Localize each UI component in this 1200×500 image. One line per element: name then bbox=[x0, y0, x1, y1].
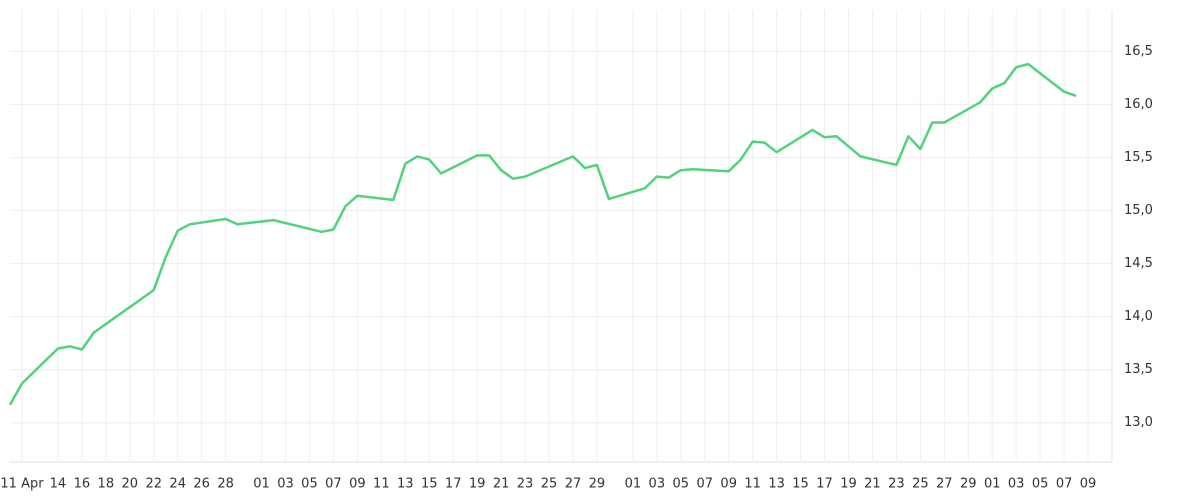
x-tick-label: 23 bbox=[888, 477, 905, 492]
x-tick-label: 20 bbox=[122, 477, 139, 492]
x-tick-label: 03 bbox=[277, 477, 294, 492]
x-tick-label: 18 bbox=[98, 477, 115, 492]
x-tick-label: 07 bbox=[696, 477, 713, 492]
x-tick-label: 09 bbox=[349, 477, 366, 492]
x-tick-label: 15 bbox=[792, 477, 809, 492]
x-tick-label: 09 bbox=[1080, 477, 1097, 492]
y-tick-label: 16,0 bbox=[1124, 97, 1153, 112]
x-tick-label: 13 bbox=[397, 477, 414, 492]
y-tick-label: 15,0 bbox=[1124, 203, 1153, 218]
x-tick-label: 28 bbox=[217, 477, 234, 492]
x-tick-label: 19 bbox=[840, 477, 857, 492]
x-tick-label: 23 bbox=[517, 477, 534, 492]
x-tick-label: 05 bbox=[301, 477, 318, 492]
x-tick-label: 11 bbox=[744, 477, 761, 492]
x-tick-label: 01 bbox=[984, 477, 1001, 492]
x-tick-label: 07 bbox=[325, 477, 342, 492]
x-tick-label: 27 bbox=[565, 477, 582, 492]
x-tick-label: 29 bbox=[589, 477, 606, 492]
y-tick-label: 15,5 bbox=[1124, 150, 1153, 165]
x-tick-label: 05 bbox=[1032, 477, 1049, 492]
x-tick-label: 21 bbox=[864, 477, 881, 492]
x-tick-label: 22 bbox=[145, 477, 162, 492]
x-tick-label: 01 bbox=[625, 477, 642, 492]
x-tick-label: 29 bbox=[960, 477, 977, 492]
x-tick-label: 07 bbox=[1056, 477, 1073, 492]
x-tick-label: 17 bbox=[445, 477, 462, 492]
y-tick-label: 16,5 bbox=[1124, 44, 1153, 59]
x-tick-label: 14 bbox=[50, 477, 67, 492]
x-tick-label: 11 bbox=[373, 477, 390, 492]
x-tick-label: 09 bbox=[720, 477, 737, 492]
x-tick-label: 05 bbox=[673, 477, 690, 492]
x-tick-label: 17 bbox=[816, 477, 833, 492]
x-tick-label: 03 bbox=[1008, 477, 1025, 492]
y-tick-label: 14,0 bbox=[1124, 309, 1153, 324]
line-series bbox=[8, 62, 1077, 406]
x-tick-label: 01 bbox=[253, 477, 270, 492]
x-tick-label: 25 bbox=[912, 477, 929, 492]
x-tick-label: 16 bbox=[74, 477, 91, 492]
x-tick-label: 21 bbox=[493, 477, 510, 492]
x-tick-label: 15 bbox=[421, 477, 438, 492]
x-tick-label: 13 bbox=[768, 477, 785, 492]
y-tick-label: 13,0 bbox=[1124, 415, 1153, 430]
x-tick-label: 25 bbox=[541, 477, 558, 492]
x-tick-label: 11 Apr bbox=[0, 477, 44, 492]
x-tick-label: 03 bbox=[649, 477, 666, 492]
x-tick-label: 24 bbox=[169, 477, 186, 492]
x-tick-label: 27 bbox=[936, 477, 953, 492]
y-tick-label: 14,5 bbox=[1124, 256, 1153, 271]
y-tick-label: 13,5 bbox=[1124, 362, 1153, 377]
x-tick-label: 19 bbox=[469, 477, 486, 492]
x-tick-label: 26 bbox=[193, 477, 210, 492]
